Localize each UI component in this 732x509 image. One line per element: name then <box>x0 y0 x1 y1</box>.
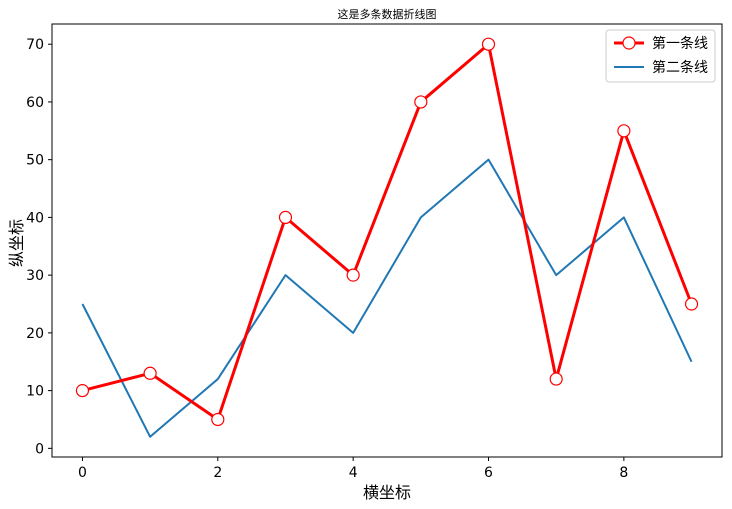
legend-marker-icon <box>622 36 636 50</box>
series-line-1 <box>82 42 693 421</box>
chart-title: 这是多条数据折线图 <box>338 7 437 21</box>
series-1-point <box>481 37 496 51</box>
series-1-point <box>278 210 293 225</box>
series-1-point <box>211 412 225 427</box>
series-1-point <box>684 297 699 311</box>
y-tick-label: 30 <box>26 268 44 284</box>
legend-label-1: 第一条线 <box>652 35 708 52</box>
x-tick-label: 4 <box>349 465 358 481</box>
series-1-point <box>414 95 428 109</box>
y-axis: 0 10 20 30 40 50 60 70 <box>26 37 52 457</box>
series-1-point <box>143 366 157 380</box>
x-tick-label: 2 <box>213 465 222 481</box>
y-tick-label: 50 <box>26 153 44 169</box>
series-1-point <box>75 384 90 398</box>
plot-area-frame <box>51 23 723 458</box>
x-tick-label: 6 <box>484 465 493 481</box>
x-axis: 0 2 4 6 8 <box>78 457 628 481</box>
series-1-point <box>549 372 563 386</box>
y-tick-label: 10 <box>26 384 44 400</box>
legend-label-2: 第二条线 <box>652 59 708 76</box>
y-tick-label: 40 <box>26 210 44 226</box>
series-1-point <box>346 268 360 282</box>
y-tick-label: 70 <box>26 37 44 53</box>
x-axis-label: 横坐标 <box>363 483 411 502</box>
y-tick-label: 0 <box>35 441 44 457</box>
x-tick-label: 0 <box>78 465 87 481</box>
y-tick-label: 20 <box>26 326 44 342</box>
y-axis-label: 纵坐标 <box>7 219 26 267</box>
series-1-point <box>617 124 631 138</box>
y-tick-label: 60 <box>26 95 44 111</box>
x-tick-label: 8 <box>619 465 628 481</box>
series-line-2 <box>81 158 693 438</box>
